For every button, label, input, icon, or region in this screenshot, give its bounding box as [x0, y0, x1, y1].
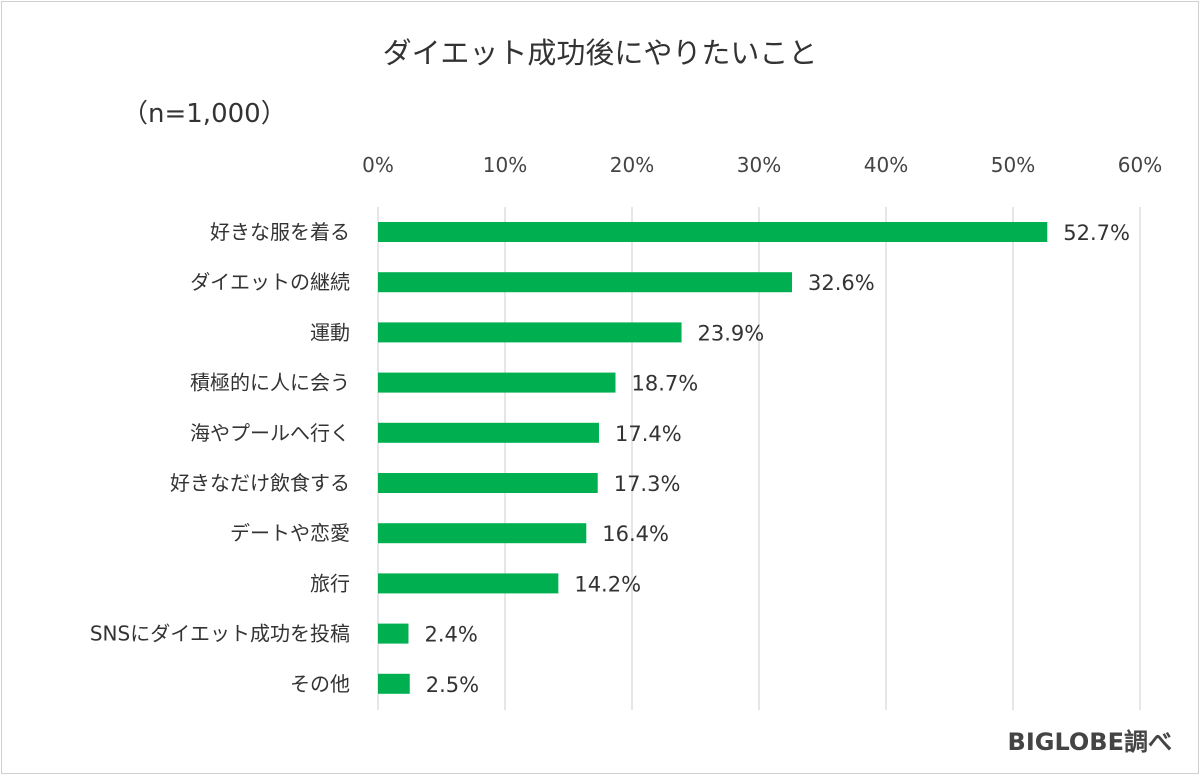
data-label: 32.6%: [808, 271, 875, 295]
category-label: 好きな服を着る: [210, 220, 350, 244]
bar: [378, 523, 587, 544]
bar: [378, 573, 559, 594]
data-label: 2.4%: [424, 623, 477, 647]
x-tick-label: 50%: [991, 153, 1035, 177]
x-tick-label: 0%: [362, 153, 394, 177]
category-label: 積極的に人に会う: [190, 371, 350, 395]
bar: [378, 372, 616, 393]
category-label: ダイエットの継続: [190, 270, 350, 294]
source-note: BIGLOBE調べ: [1007, 728, 1172, 756]
category-label: デートや恋愛: [230, 521, 350, 545]
x-tick-label: 60%: [1118, 153, 1162, 177]
data-label: 17.3%: [614, 472, 681, 496]
bar: [378, 422, 599, 443]
data-label: 52.7%: [1063, 221, 1130, 245]
x-tick-label: 30%: [737, 153, 781, 177]
bar: [378, 473, 598, 493]
chart-title: ダイエット成功後にやりたいこと: [382, 36, 818, 70]
sample-size-note: （n=1,000）: [122, 99, 287, 129]
category-label: 好きなだけ飲食する: [170, 471, 350, 495]
x-tick-label: 40%: [864, 153, 908, 177]
bar: [378, 272, 793, 293]
data-label: 17.4%: [615, 422, 682, 446]
data-label: 18.7%: [631, 372, 698, 396]
data-label: 2.5%: [426, 673, 479, 697]
category-label: 旅行: [310, 571, 350, 595]
category-label: 海やプールへ行く: [190, 421, 350, 445]
bar: [378, 673, 410, 694]
x-tick-label: 20%: [610, 153, 654, 177]
x-tick-label: 10%: [483, 153, 527, 177]
data-label: 14.2%: [574, 572, 641, 596]
category-label: 運動: [310, 320, 350, 344]
bar: [378, 623, 409, 644]
bar: [378, 322, 682, 343]
bar: [378, 222, 1048, 242]
category-label: その他: [290, 672, 350, 696]
data-label: 16.4%: [602, 522, 669, 546]
data-label: 23.9%: [698, 321, 765, 345]
category-label: SNSにダイエット成功を投稿: [90, 622, 350, 646]
